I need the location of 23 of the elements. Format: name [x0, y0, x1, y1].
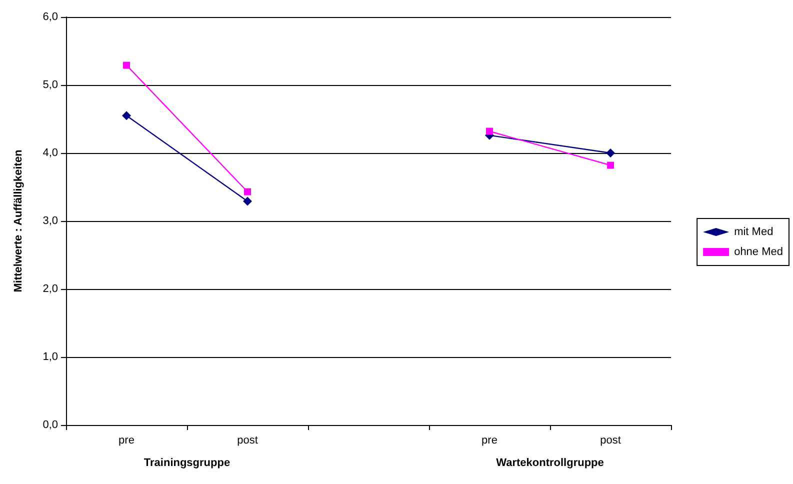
text: Wartekontrollgruppe — [496, 457, 604, 469]
y-tick-label: 6,0 — [42, 11, 58, 23]
x-tick-label: pre — [482, 434, 498, 446]
x-tick-label: post — [600, 434, 621, 446]
point — [122, 111, 131, 120]
text: Trainingsgruppe — [144, 457, 230, 469]
y-tick-label: 1,0 — [42, 351, 58, 363]
x-tick-label: post — [237, 434, 258, 446]
y-tick-label: 0,0 — [42, 419, 58, 431]
x-tick-label: pre — [118, 434, 134, 446]
point — [607, 162, 614, 169]
point — [606, 148, 615, 158]
y-tick-label: 3,0 — [42, 215, 58, 227]
y-tick-label: 2,0 — [42, 283, 58, 295]
point — [486, 128, 493, 135]
y-tick-label: 4,0 — [42, 147, 58, 159]
point — [123, 62, 130, 69]
y-axis-title: Mittelwerte : Auffälligkeiten — [12, 149, 24, 292]
legend-label: ohne Med — [734, 246, 784, 258]
legend-label: mit Med — [734, 226, 774, 238]
point — [243, 196, 252, 206]
y-tick-label: 5,0 — [42, 79, 58, 91]
point — [244, 188, 251, 196]
